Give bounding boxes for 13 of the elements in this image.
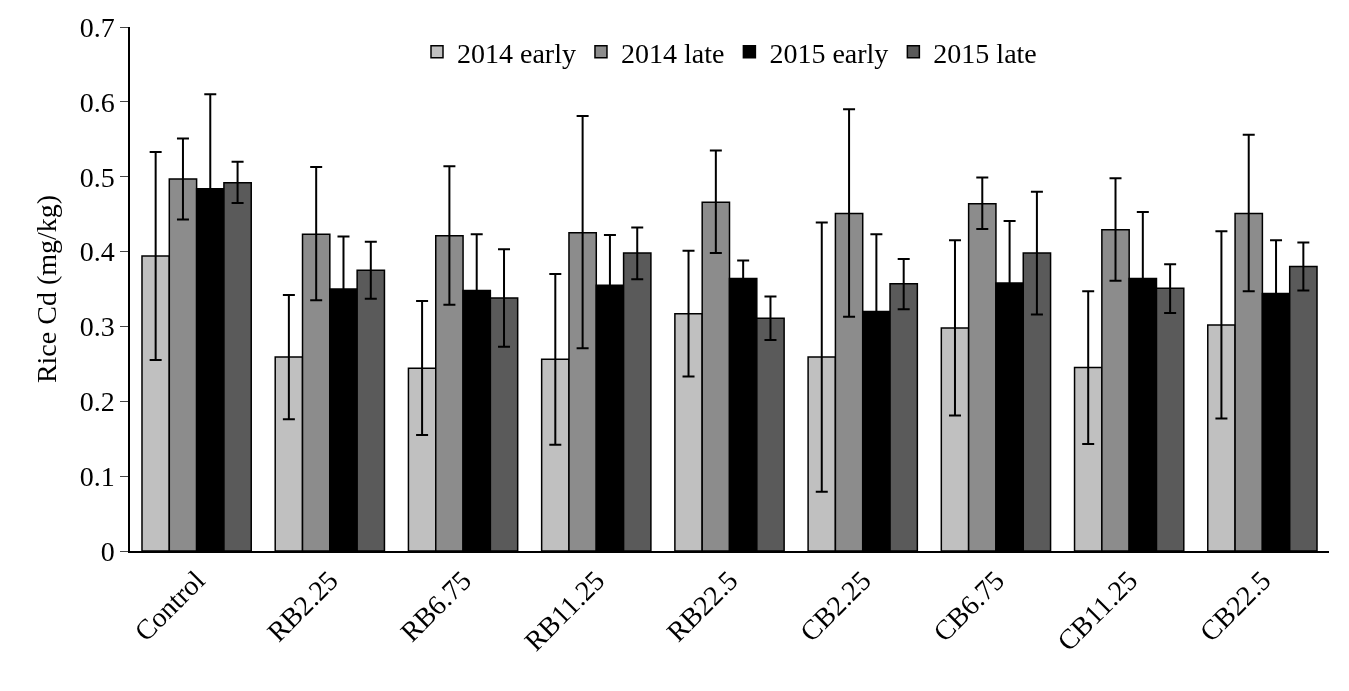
y-tick-label: 0.4: [79, 236, 115, 268]
y-tick-label: 0.6: [79, 86, 115, 118]
y-tick-label: 0.7: [79, 11, 115, 43]
y-tick-label: 0.1: [79, 460, 115, 492]
y-tick-label: 0: [100, 535, 115, 567]
y-axis-title: Rice Cd (mg/kg): [30, 194, 62, 384]
legend-label: 2015 early: [769, 37, 889, 69]
legend-label: 2014 late: [620, 37, 725, 69]
y-tick-label: 0.3: [79, 311, 115, 343]
y-tick-label: 0.2: [79, 386, 115, 418]
legend-label: 2014 early: [457, 37, 576, 69]
legend-label: 2015 late: [933, 37, 1037, 69]
y-tick-label: 0.5: [79, 161, 115, 193]
